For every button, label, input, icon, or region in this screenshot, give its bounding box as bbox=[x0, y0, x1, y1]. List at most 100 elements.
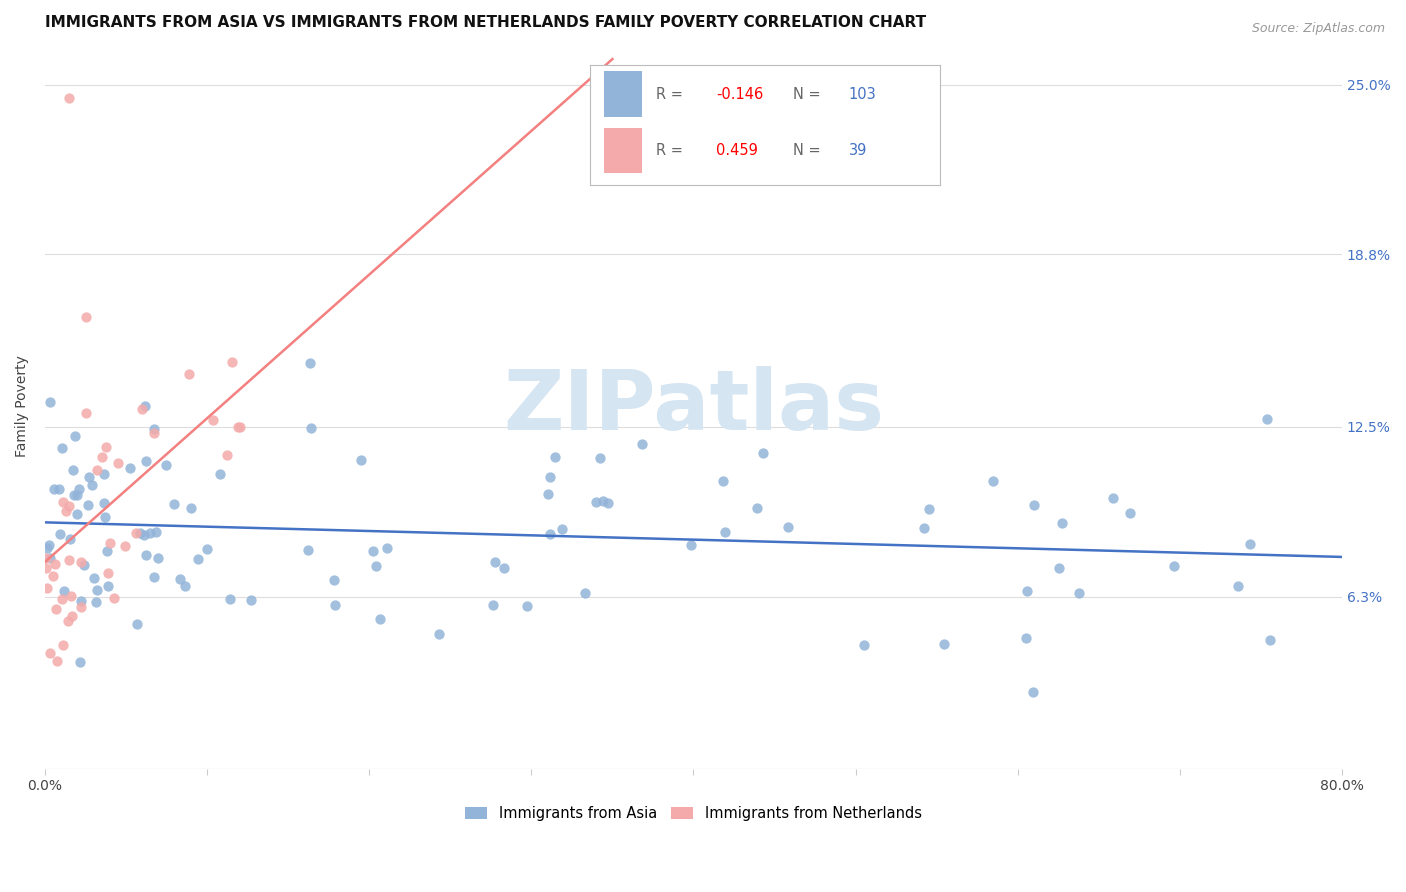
Point bbox=[574, 585, 596, 599]
Point bbox=[298, 356, 321, 370]
Point bbox=[208, 467, 231, 481]
Point bbox=[70, 555, 93, 569]
Point bbox=[1052, 516, 1074, 531]
Point bbox=[35, 541, 58, 556]
Point bbox=[589, 451, 612, 466]
Point bbox=[66, 488, 89, 502]
Point bbox=[368, 612, 391, 626]
Point bbox=[39, 395, 62, 409]
Point bbox=[932, 637, 955, 651]
Point bbox=[187, 552, 209, 566]
Point bbox=[139, 525, 162, 540]
Point bbox=[912, 521, 935, 535]
Point bbox=[96, 544, 118, 558]
Point bbox=[1102, 491, 1125, 505]
Point bbox=[86, 463, 108, 477]
Point bbox=[218, 592, 240, 607]
Point bbox=[63, 488, 86, 502]
Point bbox=[983, 474, 1005, 488]
Point bbox=[42, 482, 65, 496]
Point bbox=[77, 499, 100, 513]
Point bbox=[69, 593, 91, 607]
Point bbox=[97, 579, 120, 593]
Point bbox=[1024, 498, 1046, 512]
Point bbox=[515, 599, 537, 614]
Point bbox=[745, 500, 768, 515]
Point bbox=[77, 469, 100, 483]
Y-axis label: Family Poverty: Family Poverty bbox=[15, 355, 30, 458]
Point bbox=[96, 440, 118, 454]
Text: Source: ZipAtlas.com: Source: ZipAtlas.com bbox=[1251, 22, 1385, 36]
Point bbox=[1015, 632, 1038, 646]
Point bbox=[918, 501, 941, 516]
Point bbox=[240, 592, 263, 607]
Point bbox=[56, 615, 79, 629]
Point bbox=[180, 500, 202, 515]
Point bbox=[93, 495, 115, 509]
Point bbox=[538, 470, 561, 484]
Point bbox=[323, 573, 346, 587]
Point bbox=[62, 463, 84, 477]
Point bbox=[143, 570, 166, 584]
Point bbox=[221, 355, 243, 369]
Point bbox=[80, 477, 103, 491]
Point bbox=[1163, 559, 1185, 574]
Point bbox=[215, 448, 238, 462]
Point bbox=[38, 550, 60, 565]
Point bbox=[118, 461, 141, 475]
Point bbox=[42, 568, 65, 582]
Point bbox=[1067, 586, 1090, 600]
Point bbox=[1022, 684, 1045, 698]
Point bbox=[596, 495, 619, 509]
Point bbox=[45, 654, 67, 668]
Point bbox=[142, 422, 165, 436]
Point bbox=[361, 544, 384, 558]
Point bbox=[134, 527, 156, 541]
Point bbox=[94, 510, 117, 524]
Point bbox=[155, 458, 177, 473]
Point bbox=[484, 555, 506, 569]
Legend: Immigrants from Asia, Immigrants from Netherlands: Immigrants from Asia, Immigrants from Ne… bbox=[460, 800, 928, 827]
Point bbox=[60, 609, 83, 624]
Point bbox=[492, 561, 515, 575]
Point bbox=[52, 584, 75, 599]
Point bbox=[592, 494, 614, 508]
Point bbox=[83, 571, 105, 585]
Point bbox=[90, 450, 112, 464]
Point bbox=[169, 573, 191, 587]
Point bbox=[131, 401, 153, 416]
Point bbox=[38, 538, 60, 552]
Point bbox=[45, 602, 67, 616]
Point bbox=[52, 638, 75, 652]
Point bbox=[35, 551, 58, 566]
Point bbox=[75, 406, 97, 420]
Point bbox=[177, 367, 200, 381]
Point bbox=[107, 456, 129, 470]
Point bbox=[1256, 412, 1278, 426]
Point bbox=[146, 550, 169, 565]
Point bbox=[70, 599, 93, 614]
Point bbox=[1119, 506, 1142, 520]
Point bbox=[173, 579, 195, 593]
Point bbox=[51, 441, 73, 455]
Point bbox=[631, 437, 654, 451]
Point bbox=[98, 536, 121, 550]
Point bbox=[60, 589, 83, 603]
Point bbox=[145, 524, 167, 539]
Point bbox=[35, 581, 58, 595]
Point bbox=[297, 542, 319, 557]
Point bbox=[51, 592, 73, 607]
Point bbox=[366, 559, 388, 574]
Point bbox=[65, 429, 87, 443]
Point bbox=[197, 541, 219, 556]
Point bbox=[97, 566, 120, 580]
Point bbox=[58, 553, 80, 567]
Point bbox=[142, 426, 165, 441]
Point bbox=[93, 467, 115, 481]
Point bbox=[679, 537, 702, 551]
Point bbox=[73, 558, 96, 573]
Point bbox=[39, 646, 62, 660]
Point bbox=[482, 598, 505, 612]
Point bbox=[35, 560, 58, 574]
Point bbox=[544, 450, 567, 464]
